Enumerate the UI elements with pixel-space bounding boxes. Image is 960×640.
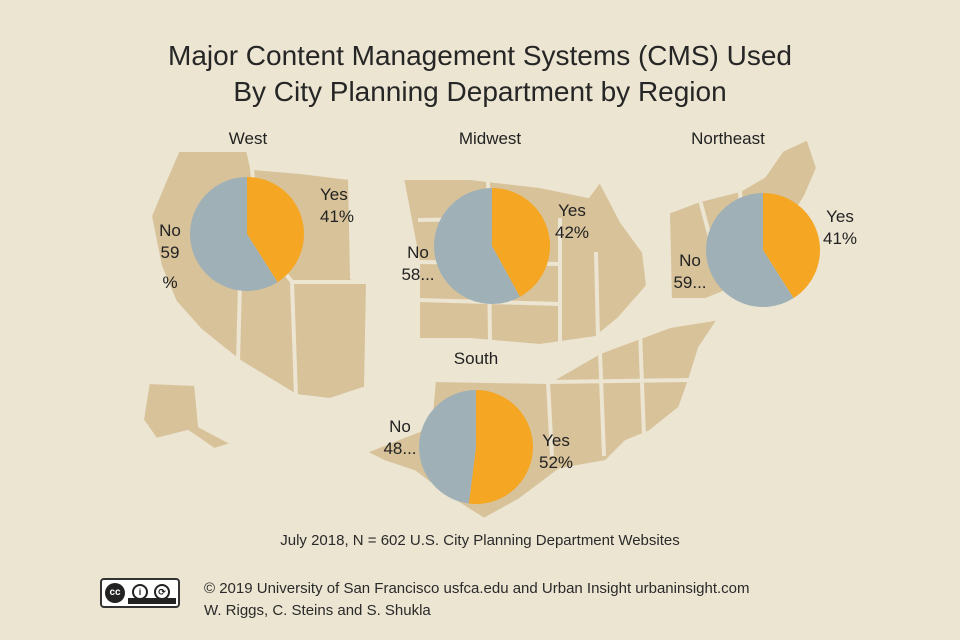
south-title: South <box>454 349 498 368</box>
map-south-interior <box>546 331 691 457</box>
northeast-label-yes: Yes <box>826 207 854 226</box>
chart-title-line-1: Major Content Management Systems (CMS) U… <box>168 40 792 71</box>
creative-commons-by-sa-icon: cc i ⟳ <box>100 578 180 608</box>
west-value-yes: 41% <box>320 207 354 226</box>
northeast-slice-yes <box>763 193 821 299</box>
south-label-yes: Yes <box>542 431 570 450</box>
midwest-title: Midwest <box>459 129 522 148</box>
chart-title-line-2: By City Planning Department by Region <box>233 76 727 107</box>
south-label-no: No <box>389 417 411 436</box>
midwest-label-no: No <box>407 243 429 262</box>
northeast-value-yes: 41% <box>823 229 857 248</box>
midwest-label-yes: Yes <box>558 201 586 220</box>
northeast-value-no: 59... <box>673 273 706 292</box>
west-value-no: 59 <box>161 243 180 262</box>
copyright-credit: © 2019 University of San Francisco usfca… <box>204 580 750 597</box>
south-slice-yes <box>468 389 533 504</box>
west-slice-no <box>189 177 278 291</box>
west-label-yes: Yes <box>320 185 348 204</box>
chart-caption: July 2018, N = 602 U.S. City Planning De… <box>280 532 680 549</box>
midwest-slice-no <box>433 188 520 304</box>
west-label-no: No <box>159 221 181 240</box>
northeast-label-no: No <box>679 251 701 270</box>
map-alaska <box>140 380 236 452</box>
midwest-value-no: 58... <box>401 265 434 284</box>
west-value-no: % <box>162 273 177 292</box>
south-value-yes: 52% <box>539 453 573 472</box>
midwest-slice-yes <box>492 188 550 297</box>
midwest-value-yes: 42% <box>555 223 589 242</box>
west-title: West <box>229 129 268 148</box>
south-slice-no <box>418 390 476 504</box>
authors-credit: W. Riggs, C. Steins and S. Shukla <box>204 602 431 619</box>
northeast-title: Northeast <box>691 129 765 148</box>
northeast-slice-no <box>706 193 794 307</box>
south-value-no: 48... <box>383 439 416 458</box>
west-slice-yes <box>247 177 304 283</box>
